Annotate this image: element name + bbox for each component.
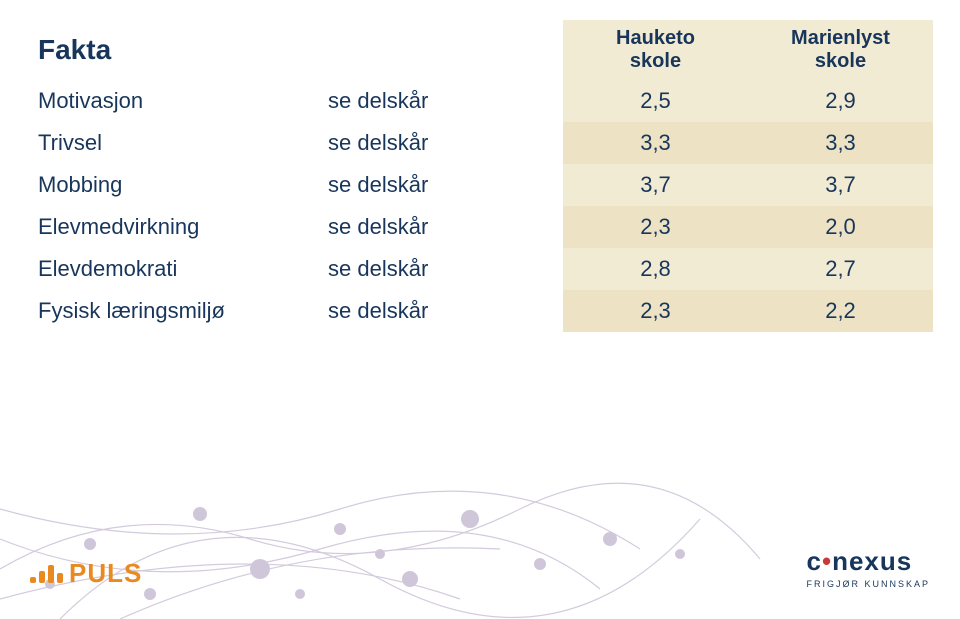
row-value-marienlyst: 2,2 [748, 290, 933, 332]
conexus-word: c•nexus [806, 546, 930, 577]
row-note: se delskår [328, 298, 563, 324]
row-value-marienlyst: 2,9 [748, 80, 933, 122]
table-title: Fakta [30, 34, 328, 66]
table-row: Mobbingse delskår3,73,7 [30, 164, 930, 206]
row-note: se delskår [328, 172, 563, 198]
row-value-hauketo: 3,3 [563, 122, 748, 164]
row-value-marienlyst: 3,7 [748, 164, 933, 206]
table-row: Fysisk læringsmiljøse delskår2,32,2 [30, 290, 930, 332]
col3-line1: Hauketo [616, 27, 695, 50]
col4-line2: skole [791, 50, 890, 73]
col3-line2: skole [616, 50, 695, 73]
col-header-hauketo: Hauketo skole [563, 20, 748, 80]
conexus-tagline: FRIGJØR KUNNSKAP [806, 579, 930, 589]
row-value-hauketo: 2,5 [563, 80, 748, 122]
row-value-marienlyst: 3,3 [748, 122, 933, 164]
row-value-hauketo: 2,3 [563, 206, 748, 248]
table-row: Elevdemokratise delskår2,82,7 [30, 248, 930, 290]
table-row: Elevmedvirkningse delskår2,32,0 [30, 206, 930, 248]
row-label: Mobbing [30, 172, 328, 198]
row-label: Trivsel [30, 130, 328, 156]
row-value-hauketo: 2,3 [563, 290, 748, 332]
row-label: Elevmedvirkning [30, 214, 328, 240]
row-label: Motivasjon [30, 88, 328, 114]
puls-icon [30, 565, 63, 583]
conexus-dot-icon: • [822, 546, 832, 576]
table-body: Motivasjonse delskår2,52,9Trivselse dels… [30, 80, 930, 332]
col-header-marienlyst: Marienlyst skole [748, 20, 933, 80]
row-value-hauketo: 3,7 [563, 164, 748, 206]
puls-logo: PULS [30, 558, 142, 589]
conexus-suffix: nexus [832, 546, 912, 576]
row-label: Elevdemokrati [30, 256, 328, 282]
table-row: Motivasjonse delskår2,52,9 [30, 80, 930, 122]
row-note: se delskår [328, 130, 563, 156]
row-note: se delskår [328, 214, 563, 240]
puls-text: PULS [69, 558, 142, 589]
table-row: Trivselse delskår3,33,3 [30, 122, 930, 164]
row-label: Fysisk læringsmiljø [30, 298, 328, 324]
row-value-marienlyst: 2,7 [748, 248, 933, 290]
row-note: se delskår [328, 256, 563, 282]
col4-line1: Marienlyst [791, 27, 890, 50]
row-value-hauketo: 2,8 [563, 248, 748, 290]
table-header-row: Fakta Hauketo skole Marienlyst skole [30, 20, 930, 80]
conexus-prefix: c [806, 546, 821, 576]
facts-table: Fakta Hauketo skole Marienlyst skole Mot… [30, 20, 930, 332]
row-value-marienlyst: 2,0 [748, 206, 933, 248]
conexus-logo: c•nexus FRIGJØR KUNNSKAP [806, 546, 930, 589]
row-note: se delskår [328, 88, 563, 114]
